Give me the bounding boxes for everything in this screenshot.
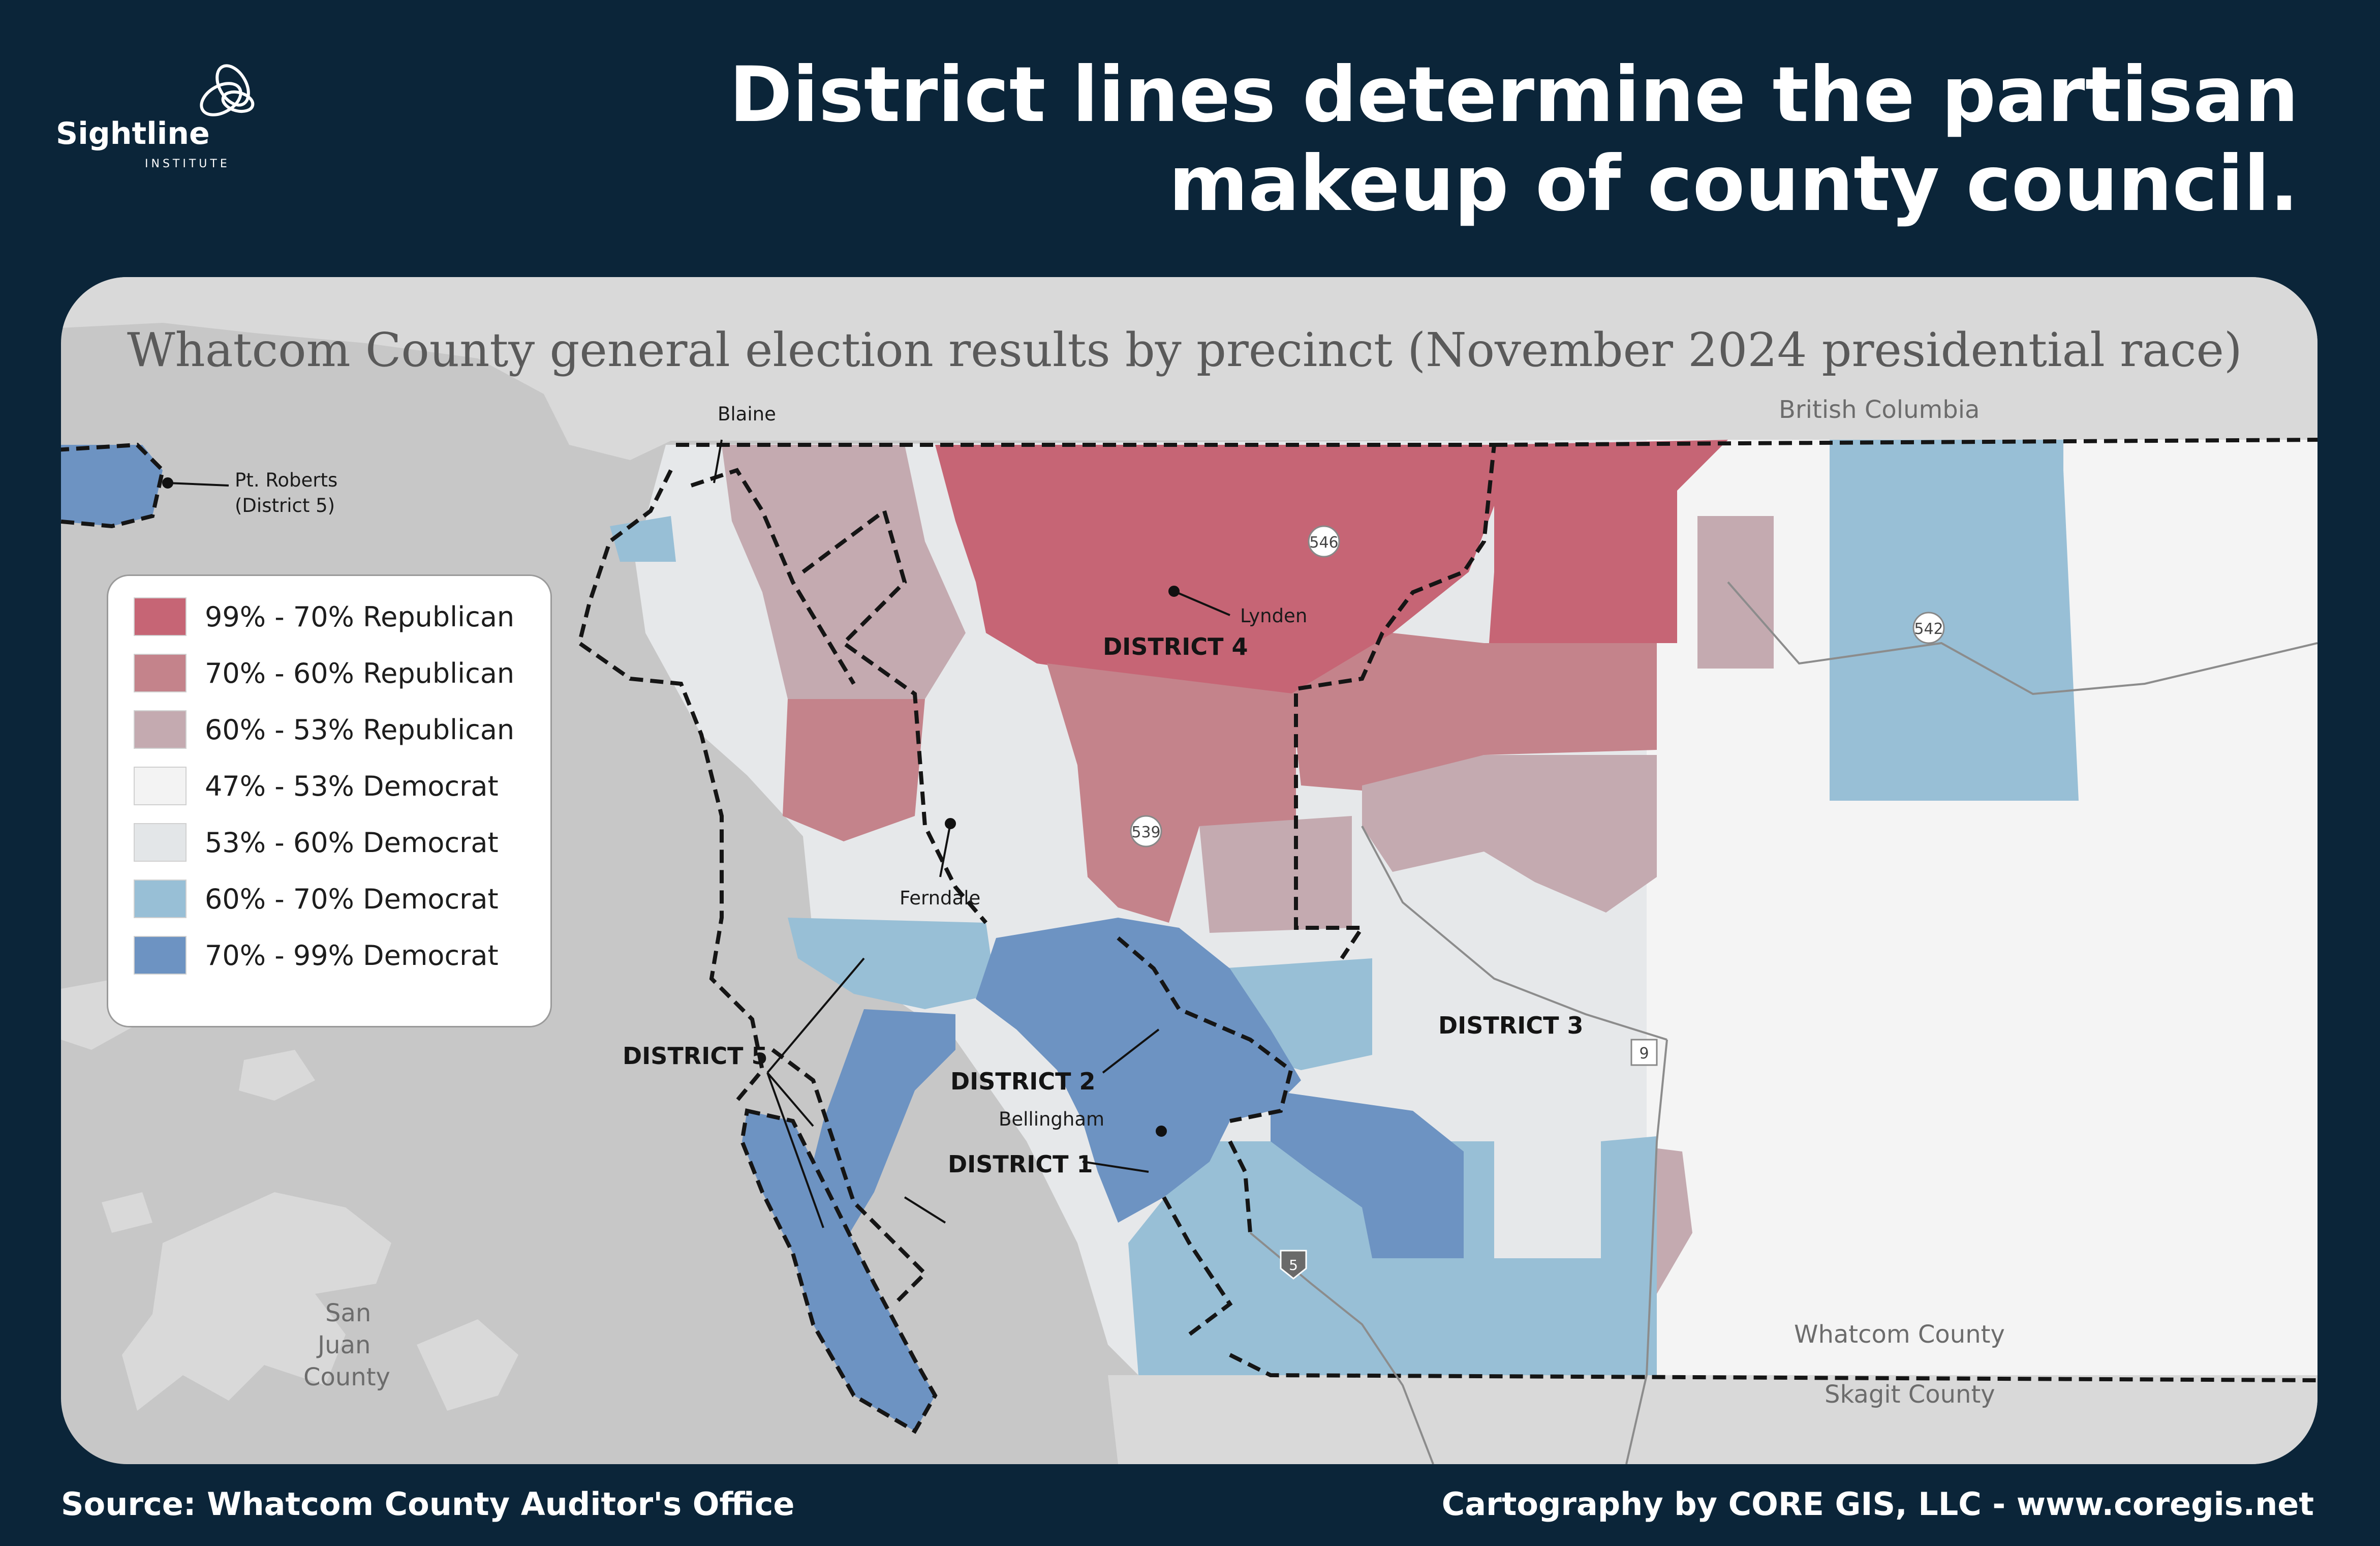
precinct-republican-60-70 — [1291, 633, 1657, 791]
legend-swatch — [134, 654, 187, 692]
legend-label: 60% - 53% Republican — [205, 713, 515, 746]
highway-9-label: 9 — [1639, 1045, 1649, 1063]
san-juan-county-label-line2: Juan — [318, 1331, 371, 1359]
point-roberts — [61, 445, 163, 526]
interstate-5-label: 5 — [1289, 1257, 1298, 1274]
district-2-label: DISTRICT 2 — [950, 1068, 1096, 1095]
pt-roberts-note: (District 5) — [235, 495, 335, 517]
election-map: 546 542 539 9 5 — [61, 277, 2317, 1464]
source-credit: Source: Whatcom County Auditor's Office — [61, 1486, 795, 1523]
leader-lines — [162, 439, 1230, 1228]
precinct-democrat-60-70 — [788, 918, 996, 1009]
legend-item: 53% - 60% Democrat — [134, 822, 499, 863]
san-juan-island — [417, 1319, 518, 1411]
sightline-logo-icon — [200, 64, 255, 116]
district-boundaries — [61, 438, 2317, 1434]
precinct-republican-53-60 — [1362, 755, 1657, 913]
pt-roberts-label: Pt. Roberts — [235, 469, 338, 491]
legend-label: 47% - 53% Democrat — [205, 770, 499, 802]
headline-line-2: makeup of county council. — [1168, 140, 2299, 228]
san-juan-county-label-line3: County — [303, 1363, 390, 1391]
blaine-label: Blaine — [718, 403, 776, 425]
headline: District lines determine the partisan ma… — [672, 51, 2299, 229]
legend-swatch — [134, 936, 187, 975]
district-1-label: DISTRICT 1 — [948, 1150, 1093, 1178]
legend-label: 70% - 60% Republican — [205, 657, 515, 689]
highway-542-shield: 542 — [1912, 612, 1945, 644]
highway-539-shield: 539 — [1130, 815, 1162, 847]
legend-label: 53% - 60% Democrat — [205, 826, 499, 859]
legend-swatch — [134, 597, 187, 636]
legend-item: 99% - 70% Republican — [134, 596, 514, 637]
highway-539-label: 539 — [1131, 824, 1160, 841]
interstate-5-shield: 5 — [1280, 1250, 1307, 1280]
precinct-democrat-70-99 — [976, 918, 1301, 1223]
precinct-democrat-70-99 — [1271, 1090, 1464, 1258]
sound-island — [239, 1050, 315, 1101]
district-3-label: DISTRICT 3 — [1438, 1012, 1584, 1039]
precinct-republican-53-60 — [1199, 816, 1352, 933]
legend-swatch — [134, 823, 187, 862]
precinct-democrat-70-99 — [803, 1009, 955, 1243]
highway-546-shield: 546 — [1308, 525, 1340, 558]
precinct-democrat-60-70 — [610, 516, 676, 562]
precinct-republican-53-60 — [722, 445, 966, 699]
precinct-republican-70-99 — [1489, 440, 1728, 643]
map-title: Whatcom County general election results … — [127, 323, 2242, 377]
district-4-label: DISTRICT 4 — [1103, 633, 1248, 660]
district-5-label: DISTRICT 5 — [623, 1042, 768, 1070]
precinct-democrat-60-70 — [1830, 440, 2079, 801]
logo-subtitle: INSTITUTE — [145, 158, 230, 170]
lynden-label: Lynden — [1240, 605, 1308, 627]
legend-label: 99% - 70% Republican — [205, 600, 515, 633]
precinct-republican-60-70 — [783, 699, 925, 841]
highway-542-label: 542 — [1914, 620, 1943, 638]
british-columbia-label: British Columbia — [1779, 396, 1980, 424]
legend-item: 60% - 70% Democrat — [134, 878, 499, 919]
logo-name: Sightline — [56, 116, 210, 151]
highway-546-label: 546 — [1309, 534, 1338, 552]
east-county-base — [1647, 440, 2317, 1375]
skagit-county-label: Skagit County — [1825, 1380, 1995, 1409]
highway-9-shield: 9 — [1630, 1039, 1658, 1066]
sightline-logo: Sightline INSTITUTE — [56, 61, 255, 178]
san-juan-island — [122, 1192, 391, 1411]
legend-item: 70% - 99% Democrat — [134, 935, 499, 976]
whatcom-county-label: Whatcom County — [1794, 1320, 2005, 1349]
bellingham-label: Bellingham — [999, 1108, 1105, 1130]
legend-swatch — [134, 767, 187, 805]
ferndale-label: Ferndale — [900, 887, 981, 909]
lummi-island — [742, 1111, 935, 1431]
skagit-county — [1108, 1375, 2317, 1464]
sound-island — [102, 1192, 152, 1233]
precinct-republican-60-70 — [1047, 663, 1296, 923]
cartography-credit: Cartography by CORE GIS, LLC - www.coreg… — [1441, 1486, 2314, 1523]
legend-item: 60% - 53% Republican — [134, 709, 514, 750]
map-panel: 546 542 539 9 5 — [61, 277, 2317, 1464]
precinct-republican-70-99 — [935, 445, 1494, 699]
legend-swatch — [134, 880, 187, 918]
legend-label: 60% - 70% Democrat — [205, 883, 499, 915]
legend-swatch — [134, 710, 187, 749]
headline-line-1: District lines determine the partisan — [729, 51, 2299, 139]
san-juan-county-label-line1: San — [325, 1299, 372, 1327]
legend-label: 70% - 99% Democrat — [205, 939, 499, 972]
legend-item: 47% - 53% Democrat — [134, 766, 499, 806]
legend-item: 70% - 60% Republican — [134, 653, 514, 693]
legend: 99% - 70% Republican 70% - 60% Republica… — [107, 574, 552, 1027]
british-columbia-land — [61, 277, 2317, 460]
